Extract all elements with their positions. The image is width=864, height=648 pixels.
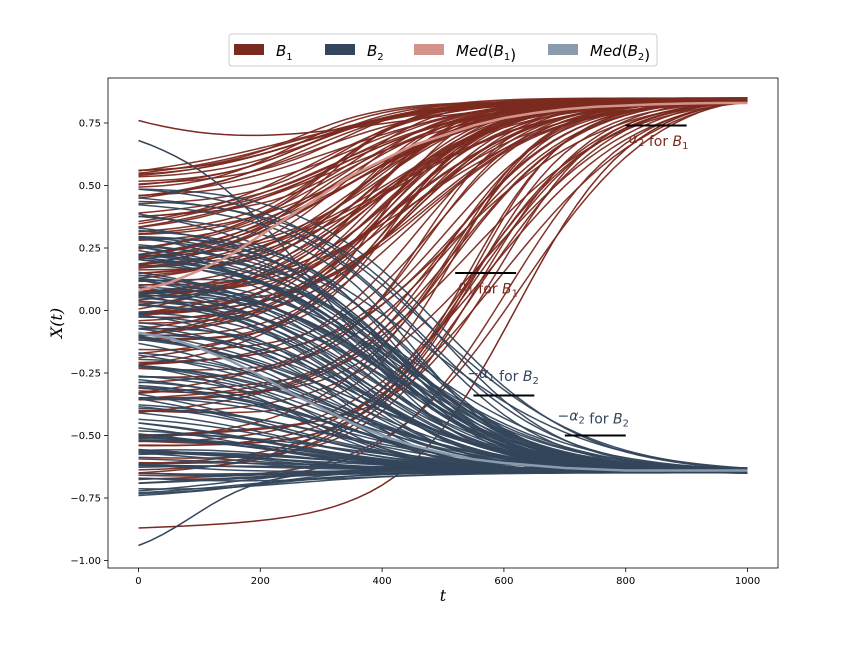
x-tick-label: 400	[373, 576, 392, 587]
x-tick-label: 800	[616, 576, 635, 587]
b1-trajectory-line	[138, 101, 748, 414]
series-layer	[138, 97, 748, 547]
b2-trajectory-line	[138, 243, 748, 470]
median-b1-line	[138, 101, 748, 292]
legend-swatch-b1	[234, 44, 264, 55]
y-tick-label: 0.00	[79, 306, 101, 317]
b2-trajectory-line	[138, 278, 748, 472]
b1-trajectory-line	[138, 101, 748, 437]
x-tick-label: 600	[494, 576, 513, 587]
y-tick-label: −0.75	[70, 494, 101, 505]
legend-swatch-med-b1	[414, 44, 444, 55]
b2-trajectory-line	[138, 468, 748, 497]
x-axis-label: t	[440, 586, 447, 605]
b1-trajectory-line	[138, 100, 748, 269]
y-tick-label: −0.50	[70, 431, 101, 442]
y-tick-label: 0.75	[79, 119, 101, 130]
b1-trajectory-line	[138, 97, 748, 256]
neg-alpha2-B2-label: −α2 for B2	[558, 409, 629, 430]
b2-trajectory-line	[138, 188, 748, 470]
b2-trajectory-line	[138, 200, 748, 472]
annotation-layer: α2 for B1 α1 for B1 −α1 for B2 −α2 for B2	[455, 124, 689, 437]
y-tick-label: 0.25	[79, 244, 101, 255]
alpha2-B1-label: α2 for B1	[629, 131, 689, 152]
b1-trajectory-line	[138, 97, 748, 440]
alpha1-B1-label: α1 for B1	[458, 279, 518, 300]
legend-swatch-b2	[325, 44, 355, 55]
y-axis-label: X(t)	[47, 308, 66, 340]
b1-trajectory-line	[138, 97, 748, 464]
axis-ticks: 0 200 400 600 800 1000 −1.00 −0.75 −0.50 −0.25 0.0…	[70, 119, 760, 588]
neg-alpha1-B2-label: −α1 for B2	[467, 366, 538, 387]
legend-label-b2: B2	[367, 42, 384, 63]
legend-label-med-b2: Med(B2)	[590, 42, 650, 64]
x-tick-label: 0	[135, 576, 141, 587]
b1-trajectory-line	[138, 99, 748, 137]
legend-label-med-b1: Med(B1)	[456, 42, 516, 64]
plot-area-frame	[107, 77, 779, 569]
x-tick-label: 200	[251, 576, 270, 587]
b2-trajectory-line	[138, 139, 748, 472]
b1-trajectory-line	[138, 99, 748, 529]
b2-trajectory-line	[138, 188, 748, 470]
x-tick-label: 1000	[735, 576, 760, 587]
median-b2-line	[138, 331, 748, 472]
legend: B1 B2 Med(B1) Med(B2)	[228, 33, 658, 67]
y-tick-label: −0.25	[70, 369, 101, 380]
y-tick-label: 0.50	[79, 181, 101, 192]
legend-swatch-med-b2	[548, 44, 578, 55]
y-tick-label: −1.00	[70, 556, 101, 567]
legend-label-b1: B1	[276, 42, 293, 63]
